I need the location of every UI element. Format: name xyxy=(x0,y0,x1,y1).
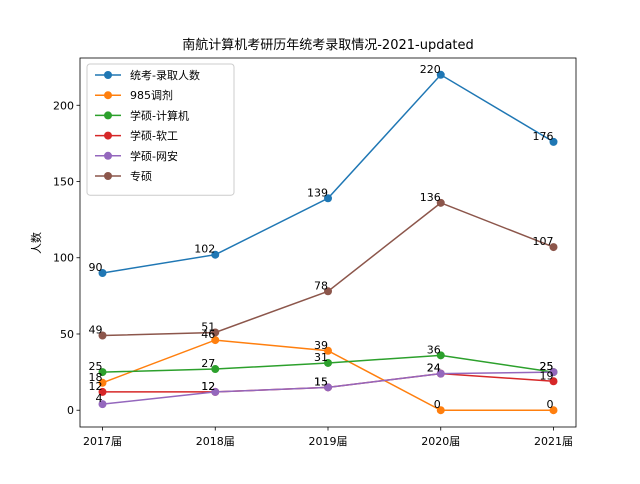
legend-marker xyxy=(104,172,112,180)
x-tick-label: 2017届 xyxy=(83,435,122,448)
data-label: 12 xyxy=(201,380,215,393)
series-0 xyxy=(98,70,558,277)
legend-entry: 985调剂 xyxy=(95,88,173,102)
data-label: 90 xyxy=(89,261,103,274)
legend-entry: 学硕-软工 xyxy=(95,129,178,143)
legend-entry: 学硕-网安 xyxy=(95,149,178,163)
data-point xyxy=(211,250,220,259)
data-point xyxy=(549,406,558,415)
data-point xyxy=(436,351,445,360)
legend-entry: 统考-录取人数 xyxy=(95,69,200,82)
y-tick-label: 50 xyxy=(60,328,74,341)
legend-box xyxy=(86,63,235,196)
data-label: 139 xyxy=(307,186,328,199)
data-label: 36 xyxy=(427,343,441,356)
data-label: 78 xyxy=(314,279,328,292)
data-label: 0 xyxy=(547,398,554,411)
data-label: 25 xyxy=(540,360,554,373)
y-tick-label: 100 xyxy=(53,252,74,265)
data-point xyxy=(98,268,107,277)
chart-title: 南航计算机考研历年统考录取情况-2021-updated xyxy=(182,37,474,53)
data-point xyxy=(324,287,332,296)
series-1 xyxy=(98,336,558,415)
legend-entry: 专硕 xyxy=(95,169,152,183)
data-point xyxy=(98,331,107,340)
y-tick-label: 200 xyxy=(53,99,74,112)
data-label: 27 xyxy=(201,357,215,370)
data-point xyxy=(98,387,107,396)
data-point xyxy=(549,243,558,252)
data-label: 15 xyxy=(314,375,328,388)
data-label: 4 xyxy=(96,392,103,405)
data-label: 25 xyxy=(540,360,554,373)
data-point xyxy=(211,328,220,337)
data-point xyxy=(436,70,445,79)
data-label: 176 xyxy=(533,130,554,143)
data-label: 220 xyxy=(420,63,441,76)
legend-marker xyxy=(104,131,112,140)
data-label: 12 xyxy=(201,380,215,393)
x-tick-label: 2021届 xyxy=(534,435,573,448)
data-point xyxy=(324,194,332,203)
data-label: 49 xyxy=(89,324,103,337)
legend-label: 统考-录取人数 xyxy=(130,69,200,82)
data-label: 31 xyxy=(314,351,328,364)
legend-marker xyxy=(104,91,112,100)
data-point xyxy=(211,387,220,396)
legend-marker xyxy=(104,151,112,160)
legend-label: 学硕-计算机 xyxy=(130,108,189,122)
legend-label: 专硕 xyxy=(130,169,152,183)
data-label: 102 xyxy=(194,243,215,256)
data-point xyxy=(549,368,558,377)
data-point xyxy=(98,368,107,377)
legend-marker xyxy=(104,111,112,120)
data-label: 24 xyxy=(427,362,441,375)
legend-label: 学硕-软工 xyxy=(130,129,178,143)
data-point xyxy=(549,377,558,386)
data-point xyxy=(436,369,445,378)
data-label: 51 xyxy=(201,320,215,333)
data-point xyxy=(549,137,558,146)
data-point xyxy=(98,378,107,387)
x-tick-label: 2018届 xyxy=(196,435,235,448)
data-label: 0 xyxy=(434,398,441,411)
y-axis-label: 人数 xyxy=(30,232,43,254)
data-label: 15 xyxy=(314,375,328,388)
data-label: 19 xyxy=(540,369,554,382)
data-label: 18 xyxy=(89,371,103,384)
data-point xyxy=(211,365,220,374)
series-4 xyxy=(98,368,558,409)
legend-label: 985调剂 xyxy=(130,88,173,102)
y-tick-label: 150 xyxy=(53,176,74,189)
data-label: 24 xyxy=(427,362,441,375)
data-label: 136 xyxy=(420,191,441,204)
legend-entry: 学硕-计算机 xyxy=(95,108,189,122)
data-label: 46 xyxy=(201,328,215,341)
y-tick-label: 0 xyxy=(67,404,74,417)
data-point xyxy=(436,198,445,207)
legend-label: 学硕-网安 xyxy=(130,149,178,163)
data-point xyxy=(324,358,332,367)
data-point xyxy=(211,336,220,345)
x-tick-label: 2020届 xyxy=(421,435,460,448)
x-tick-label: 2019届 xyxy=(309,435,348,448)
series-5 xyxy=(98,198,558,340)
data-point xyxy=(436,406,445,415)
data-label: 107 xyxy=(533,235,554,248)
data-point xyxy=(98,400,107,409)
legend-marker xyxy=(104,71,112,79)
data-point xyxy=(324,383,332,392)
data-label: 39 xyxy=(314,339,328,352)
data-label: 12 xyxy=(89,380,103,393)
data-point xyxy=(324,346,332,355)
data-label: 25 xyxy=(89,360,103,373)
